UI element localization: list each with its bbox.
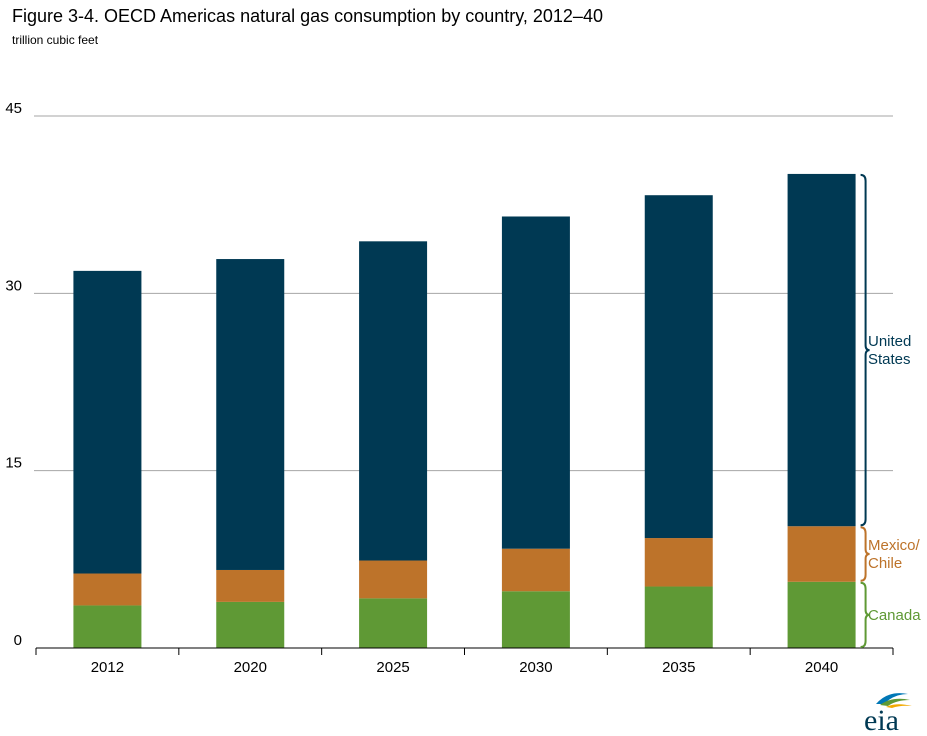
bar-segment-canada-2035 bbox=[644, 586, 713, 648]
bar-segment-canada-2020 bbox=[216, 601, 285, 648]
bar-segment-mexico-chile-2040 bbox=[787, 526, 856, 582]
x-tick-label: 2040 bbox=[805, 659, 838, 676]
axes: 2012 2020 2025 2030 2035 2040 bbox=[35, 647, 894, 676]
bar-segment-united-states-2025 bbox=[359, 241, 428, 561]
bar-segment-mexico-chile-2025 bbox=[359, 560, 428, 599]
bars bbox=[73, 173, 856, 648]
bar-segment-united-states-2040 bbox=[787, 173, 856, 527]
bar-segment-united-states-2020 bbox=[216, 259, 285, 570]
series-label: Mexico/ bbox=[868, 537, 921, 554]
logo-swoosh-green bbox=[880, 698, 910, 706]
series-label: Chile bbox=[868, 555, 902, 572]
chart-subtitle: trillion cubic feet bbox=[12, 33, 99, 47]
eia-logo: eia bbox=[864, 693, 912, 734]
bar-segment-mexico-chile-2035 bbox=[644, 538, 713, 587]
series-brace bbox=[860, 526, 870, 582]
bar-segment-united-states-2030 bbox=[501, 216, 570, 549]
y-tick-label: 30 bbox=[5, 277, 22, 294]
bar-segment-united-states-2012 bbox=[73, 270, 142, 574]
x-tick-label: 2020 bbox=[234, 659, 267, 676]
bar-segment-united-states-2035 bbox=[644, 195, 713, 539]
series-label: United bbox=[868, 333, 911, 350]
y-tick-label: 0 bbox=[14, 632, 22, 649]
bar-segment-mexico-chile-2030 bbox=[501, 548, 570, 592]
series-label: Canada bbox=[868, 607, 921, 624]
bar-segment-canada-2025 bbox=[359, 598, 428, 648]
logo-swoosh-yellow bbox=[886, 704, 912, 708]
bar-segment-canada-2012 bbox=[73, 605, 142, 648]
bar-segment-canada-2030 bbox=[501, 591, 570, 648]
bar-segment-mexico-chile-2020 bbox=[216, 569, 285, 602]
series-label: States bbox=[868, 351, 911, 368]
y-tick-label: 15 bbox=[5, 455, 22, 472]
series-brace bbox=[860, 173, 870, 527]
y-tick-label: 45 bbox=[5, 100, 22, 117]
gridlines: 0 15 30 45 bbox=[5, 100, 893, 649]
logo-swoosh-blue bbox=[876, 693, 908, 704]
chart-title: Figure 3-4. OECD Americas natural gas co… bbox=[12, 6, 603, 26]
x-tick-label: 2012 bbox=[91, 659, 124, 676]
bar-segment-canada-2040 bbox=[787, 581, 856, 648]
series-brace bbox=[860, 581, 870, 648]
x-tick-label: 2030 bbox=[519, 659, 552, 676]
x-tick-label: 2035 bbox=[662, 659, 695, 676]
x-tick-label: 2025 bbox=[376, 659, 409, 676]
bar-segment-mexico-chile-2012 bbox=[73, 573, 142, 606]
logo-text: eia bbox=[864, 704, 899, 734]
